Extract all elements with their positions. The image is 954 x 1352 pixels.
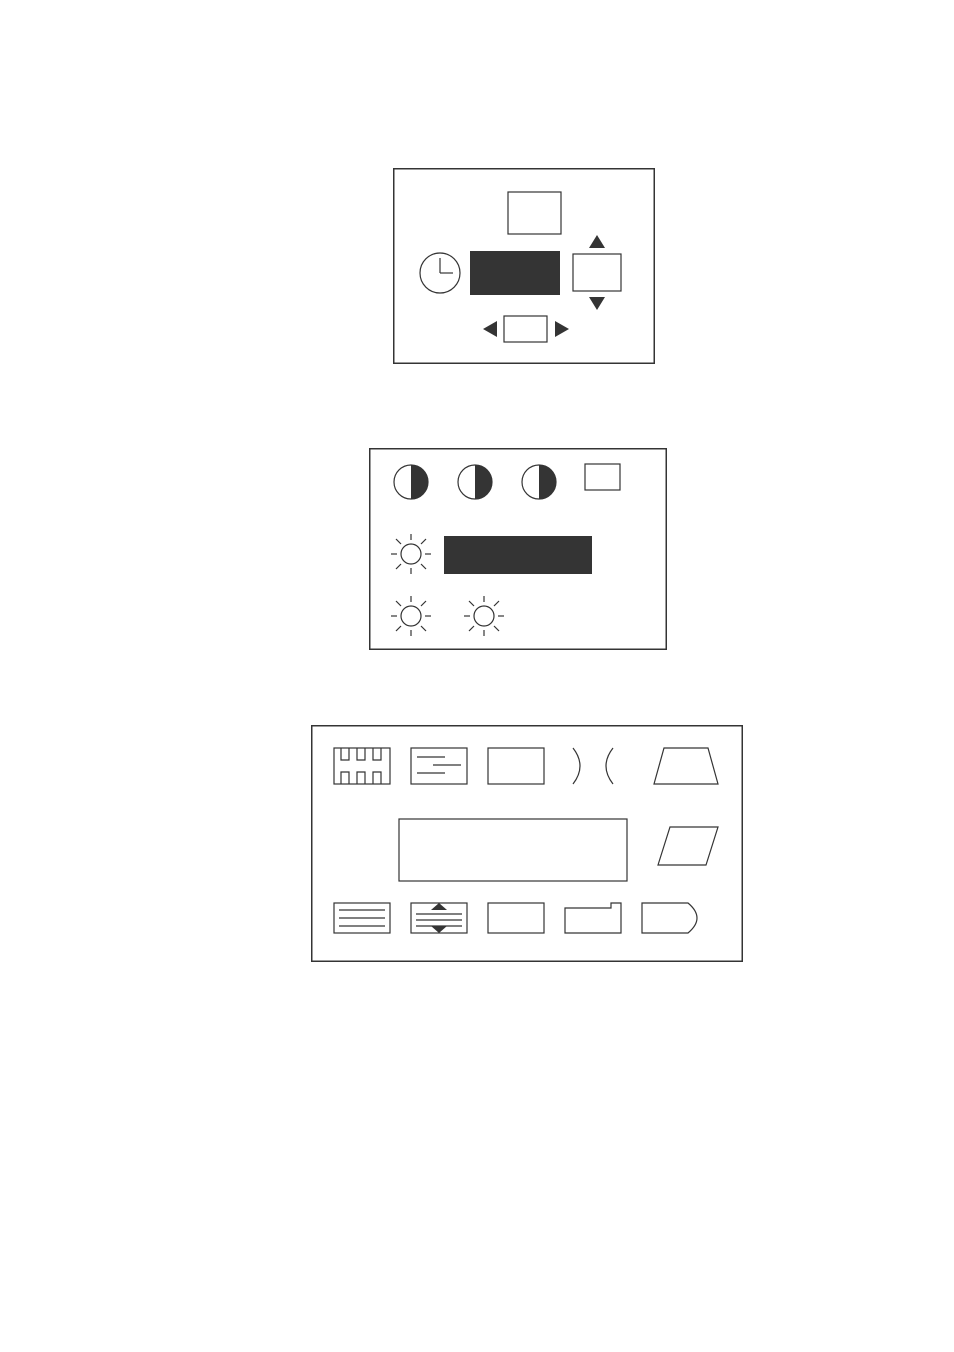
plain-rect-bottom — [488, 903, 544, 933]
contrast-icon-3 — [522, 465, 556, 499]
d-shape-icon — [642, 903, 697, 933]
vertical-size-control — [573, 235, 621, 310]
panel-position-svg — [393, 168, 655, 364]
clock-icon — [420, 253, 460, 293]
panel-position — [393, 168, 655, 364]
arrow-up-icon — [589, 235, 605, 248]
brightness-icon-1 — [391, 534, 431, 574]
panel-geometry-svg — [311, 725, 743, 962]
arrow-right-icon — [555, 321, 569, 337]
panel-geometry — [311, 725, 743, 962]
trapezoid-icon — [654, 748, 718, 784]
hlines-icon — [334, 903, 390, 933]
center-dark-rect — [470, 251, 560, 295]
arrow-down-icon — [589, 297, 605, 310]
brightness-icon-3 — [464, 596, 504, 636]
contrast-icon-2 — [458, 465, 492, 499]
parallelogram-icon — [658, 827, 718, 865]
step-rect-icon — [565, 903, 621, 933]
center-display-rect — [399, 819, 627, 881]
hlines-arrows-icon — [411, 903, 467, 933]
top-rect — [508, 192, 561, 234]
contrast-icons-row — [394, 465, 556, 499]
horizontal-position-control — [483, 316, 569, 342]
interleave-icon — [411, 748, 467, 784]
convergence-icon — [334, 748, 390, 784]
panel-color-brightness-svg — [369, 448, 667, 650]
arrow-left-icon — [483, 321, 497, 337]
small-rect-top-right — [585, 464, 620, 490]
page-root — [0, 0, 954, 1352]
pincushion-icon — [573, 748, 613, 784]
plain-rect-top — [488, 748, 544, 784]
brightness-icon-2 — [391, 596, 431, 636]
contrast-icon-1 — [394, 465, 428, 499]
dark-bar — [444, 536, 592, 574]
panel-color-brightness — [369, 448, 667, 650]
